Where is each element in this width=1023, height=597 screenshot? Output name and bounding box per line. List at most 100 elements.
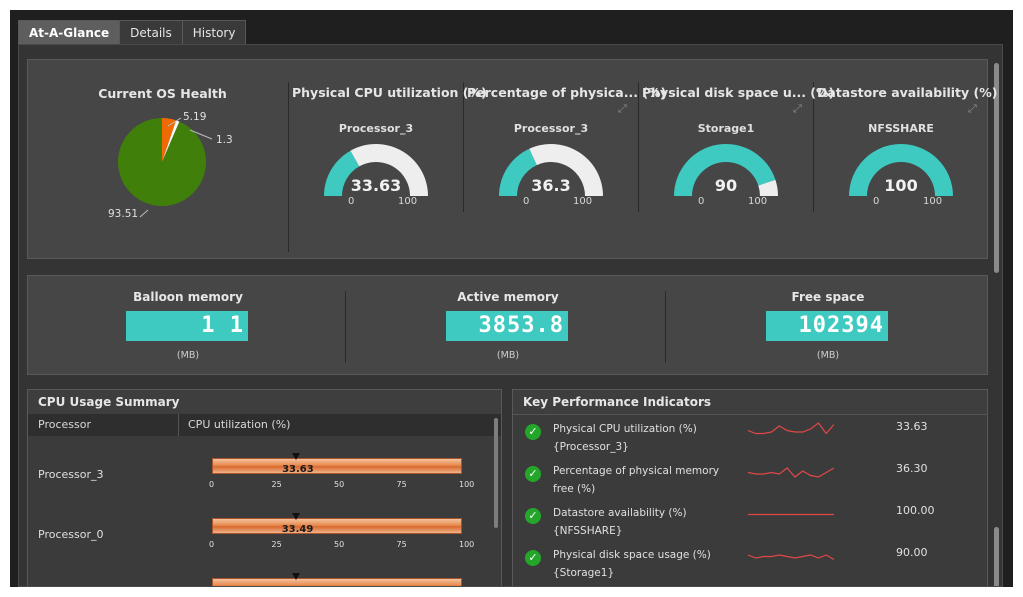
cpu-utilization-bar xyxy=(212,578,462,586)
kpi-name-line2: {Processor_3} xyxy=(553,441,629,453)
pie-label-slice-1: 5.19 xyxy=(183,111,207,123)
kpi-value: 90.00 xyxy=(896,546,928,559)
kpi-name-line1: Datastore availability (%) xyxy=(553,507,687,519)
gauge-min: 0 xyxy=(348,196,355,207)
gauge-subtitle: Processor_3 xyxy=(513,122,589,135)
gauge-title: Physical disk space u... (%) xyxy=(642,85,835,100)
gauge-max: 100 xyxy=(923,196,943,207)
kpi-value: 36.30 xyxy=(896,462,928,475)
cpu-summary-column-header: Processor CPU utilization (%) xyxy=(28,414,501,436)
cpu-summary-row[interactable]: Processor_3 33.63 0 25 50 75 100 xyxy=(28,444,488,504)
kpi-value: 33.63 xyxy=(896,420,928,433)
kpi-row[interactable]: ✓ Physical disk space usage (%) {Storage1}… xyxy=(513,542,987,584)
memory-unit: (MB) xyxy=(816,350,840,361)
sparkline-path xyxy=(748,467,834,478)
pie-label-slice-2: 1.3 xyxy=(216,134,233,146)
gauge-title: Percentage of physica... (%) xyxy=(467,85,667,100)
tab-history[interactable]: History xyxy=(181,20,247,44)
gauge-max: 100 xyxy=(398,196,418,207)
axis-tick-label: 25 xyxy=(271,480,282,489)
axis-tick-label: 75 xyxy=(396,540,407,549)
kpi-row[interactable]: ✓ Physical CPU utilization (%) {Processor_… xyxy=(513,416,987,458)
check-icon: ✓ xyxy=(525,466,541,482)
kpi-name-line1: Physical CPU utilization (%) xyxy=(553,423,697,435)
gauge-value: 33.63 xyxy=(350,176,402,195)
gauge-arc xyxy=(324,144,428,196)
gauge-cell-0: Physical CPU utilization (%) Processor_3… xyxy=(290,60,487,256)
separator xyxy=(345,291,346,363)
gauge-remainder xyxy=(758,179,778,196)
os-health-pie-chart xyxy=(118,118,206,206)
check-icon: ✓ xyxy=(525,550,541,566)
kpi-sparkline xyxy=(748,554,834,561)
value-marker-icon xyxy=(292,453,301,460)
window-frame: At-A-Glance Details History Current OS H… xyxy=(10,10,1013,587)
column-cpu-utilization[interactable]: CPU utilization (%) xyxy=(188,418,291,431)
memory-lcd-display: 1 1 xyxy=(126,311,248,341)
kpi-row[interactable]: ✓ Datastore availability (%) {NFSSHARE} 100… xyxy=(513,500,987,542)
expand-icon[interactable]: ⤢ xyxy=(793,102,802,115)
column-divider xyxy=(178,414,179,436)
processor-name: Processor_3 xyxy=(38,468,104,481)
cpu-utilization-bar xyxy=(212,458,462,474)
memory-lcd-display: 3853.8 xyxy=(446,311,568,341)
kpi-name-line1: Physical disk space usage (%) xyxy=(553,549,711,561)
tab-details[interactable]: Details xyxy=(119,20,183,44)
kpi-panel: Key Performance Indicators ✓ Physical CPU… xyxy=(512,389,988,586)
check-icon: ✓ xyxy=(525,424,541,440)
kpi-row[interactable]: ✓ Percentage of physical memory free (%) 36… xyxy=(513,458,987,500)
cpu-utilization-value: 33.49 xyxy=(281,524,314,535)
gauge-remainder xyxy=(350,144,428,196)
gauge-title: Physical CPU utilization (%) xyxy=(292,85,487,100)
cpu-summary-row[interactable]: Processor_0 33.49 0 25 50 75 100 xyxy=(28,504,488,564)
gauge-subtitle: Processor_3 xyxy=(338,122,414,135)
gauge-cell-1: Percentage of physica... (%) ⤢ Processor… xyxy=(465,60,667,256)
kpi-name-line1: Percentage of physical memory xyxy=(553,465,720,477)
memory-lcd-display: 102394 xyxy=(766,311,888,341)
gauge-max: 100 xyxy=(748,196,768,207)
memory-unit: (MB) xyxy=(496,350,520,361)
axis-tick-label: 100 xyxy=(459,480,475,489)
sparkline-path xyxy=(748,422,834,435)
main-scrollbar-thumb-lower[interactable] xyxy=(994,527,999,586)
gauge-title: Datastore availability (%) xyxy=(817,85,998,100)
kpi-sparkline xyxy=(748,513,834,516)
gauge-remainder xyxy=(529,144,603,196)
gauge-cell-2: Physical disk space u... (%) ⤢ Storage1 … xyxy=(640,60,835,256)
pie-label-slice-0: 93.51 xyxy=(108,208,139,220)
kpi-value: 100.00 xyxy=(896,504,935,517)
gauge-min: 0 xyxy=(523,196,530,207)
cpu-summary-scrollbar[interactable] xyxy=(494,418,498,528)
health-gauge-panel: Current OS Health 5.19 1.3 93.51 Physica… xyxy=(27,59,998,259)
expand-icon[interactable]: ⤢ xyxy=(968,102,977,115)
pie-slice xyxy=(162,118,177,162)
axis-tick-label: 75 xyxy=(396,480,407,489)
gauge-fill xyxy=(674,143,776,196)
column-processor[interactable]: Processor xyxy=(38,418,91,431)
gauge-cell-3: Datastore availability (%) ⤢ NFSSHARE 10… xyxy=(815,60,998,256)
kpi-name: Datastore availability (%) {NFSSHARE} xyxy=(553,504,738,540)
cpu-utilization-bar xyxy=(212,518,462,534)
kpi-title: Key Performance Indicators xyxy=(513,390,987,415)
kpi-name-line2: {Storage1} xyxy=(553,567,615,579)
gauge-min: 0 xyxy=(698,196,705,207)
tab-at-a-glance[interactable]: At-A-Glance xyxy=(18,20,121,44)
memory-unit: (MB) xyxy=(176,350,200,361)
gauge-subtitle: Storage1 xyxy=(697,122,755,135)
active-memory-cell: Active memory 3853.8 (MB) xyxy=(348,276,668,374)
cpu-summary-title: CPU Usage Summary xyxy=(28,390,501,415)
axis-tick-label: 0 xyxy=(209,480,215,489)
memory-title: Balloon memory xyxy=(133,290,243,304)
gauge-arc xyxy=(499,144,603,196)
memory-title: Free space xyxy=(791,290,865,304)
gauge-value: 100 xyxy=(884,176,918,195)
gauge-fill xyxy=(324,150,360,196)
separator xyxy=(813,82,814,212)
main-scrollbar-thumb[interactable] xyxy=(994,63,999,273)
expand-icon[interactable]: ⤢ xyxy=(618,102,627,115)
health-title: Current OS Health xyxy=(98,86,227,101)
separator xyxy=(288,82,289,252)
gauge-value: 36.3 xyxy=(531,176,571,195)
kpi-sparkline xyxy=(748,422,834,435)
